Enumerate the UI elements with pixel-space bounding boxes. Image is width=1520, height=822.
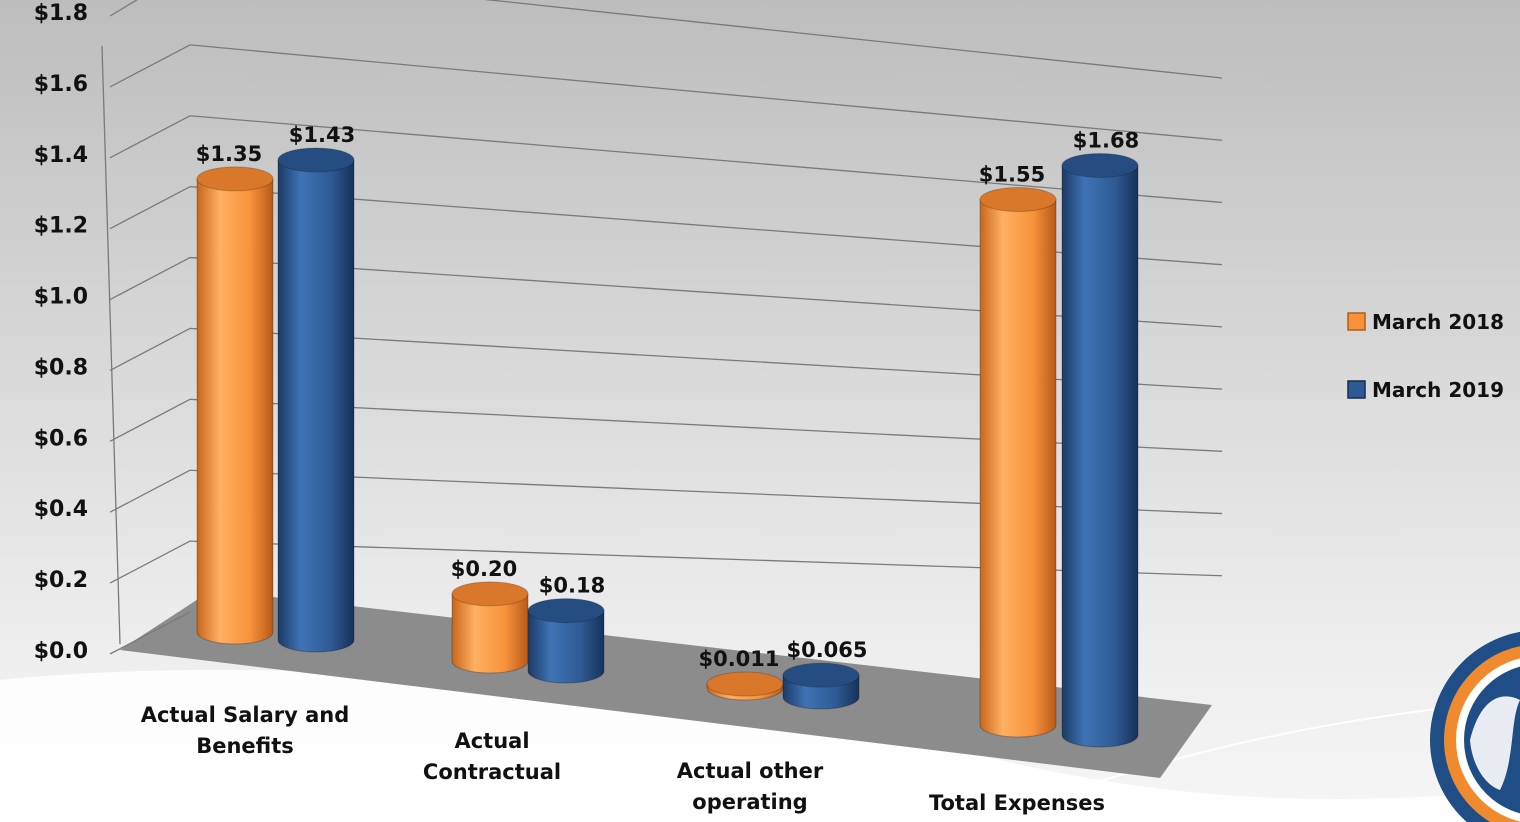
bar-top — [782, 662, 860, 688]
x-tick-label: Benefits — [196, 734, 294, 758]
bar-march-2019 — [1061, 164, 1139, 748]
y-tick-label: $1.0 — [34, 285, 88, 310]
seal-logo-icon — [1430, 631, 1520, 822]
bar-march-2019 — [277, 159, 355, 653]
bar-march-2018 — [451, 593, 529, 674]
x-tick-label: Contractual — [423, 760, 561, 784]
data-label: $1.43 — [289, 123, 355, 147]
x-tick-label: Actual Salary and — [141, 703, 350, 727]
y-axis: $0.0 $0.2 $0.4 $0.6 $0.8 $1.0 $1.2 $1.4 $1.6 $1.8 — [34, 1, 121, 664]
x-tick-label: Total Expenses — [929, 791, 1105, 815]
gridline — [189, 44, 1223, 141]
gridline — [484, 0, 1223, 79]
data-labels: $1.35 $0.20 $0.011 $1.55 $1.43 $0.18 $0.065 $1.… — [196, 123, 1139, 671]
x-tick-label: Actual other — [677, 759, 824, 783]
gridline-side — [109, 0, 138, 17]
y-tick-label: $0.0 — [34, 639, 88, 664]
legend-swatch — [1347, 312, 1366, 331]
y-axis-line — [101, 45, 121, 645]
bar-top — [979, 187, 1057, 213]
x-tick-label: operating — [692, 790, 807, 814]
gridline-side — [109, 186, 191, 230]
data-label: $0.065 — [786, 638, 867, 662]
bar-march-2019 — [527, 610, 605, 684]
gridline-side — [109, 540, 191, 584]
data-label: $1.35 — [196, 142, 262, 166]
x-axis: Actual Salary and Benefits Actual Contractu… — [141, 703, 1105, 815]
bar-top — [1061, 152, 1139, 178]
legend-swatch — [1347, 380, 1366, 399]
logo-map-shape — [1470, 696, 1520, 790]
gridline-side — [109, 44, 191, 88]
y-tick-label: $0.4 — [34, 497, 88, 522]
legend-label: March 2018 — [1372, 310, 1504, 334]
y-tick-label: $1.2 — [34, 214, 88, 239]
bar-top — [451, 581, 529, 607]
data-label: $0.011 — [698, 647, 779, 671]
data-label: $1.68 — [1073, 128, 1139, 152]
gridline — [189, 115, 1223, 204]
legend: March 2018 March 2019 — [1347, 310, 1504, 402]
bar-top — [277, 147, 355, 173]
data-label: $0.20 — [451, 557, 517, 581]
bar-march-2018 — [979, 199, 1057, 738]
data-label: $0.18 — [539, 574, 605, 598]
background-curve — [0, 669, 1520, 822]
y-tick-label: $0.6 — [34, 426, 88, 451]
gridline-side — [109, 256, 191, 301]
gridline-side — [109, 611, 191, 655]
data-label: $1.55 — [979, 163, 1045, 187]
y-tick-label: $0.2 — [34, 568, 88, 593]
gridline-side — [109, 469, 191, 513]
bar-top — [196, 166, 274, 192]
y-tick-label: $1.8 — [34, 1, 88, 26]
bar-top — [706, 671, 784, 697]
chart-floor — [120, 590, 1212, 778]
gridline-side — [109, 398, 191, 442]
gridline-side — [109, 327, 191, 372]
y-tick-label: $1.6 — [34, 72, 88, 97]
y-tick-label: $1.4 — [34, 143, 88, 168]
background-swoosh — [0, 669, 1520, 822]
legend-label: March 2019 — [1372, 378, 1504, 402]
bar-march-2018 — [196, 178, 274, 645]
gridline-side — [109, 115, 191, 159]
x-tick-label: Actual — [454, 729, 529, 753]
background-curve-line — [979, 699, 1520, 822]
bar-top — [527, 598, 605, 624]
y-tick-label: $0.8 — [34, 355, 88, 380]
bars — [196, 147, 1139, 748]
